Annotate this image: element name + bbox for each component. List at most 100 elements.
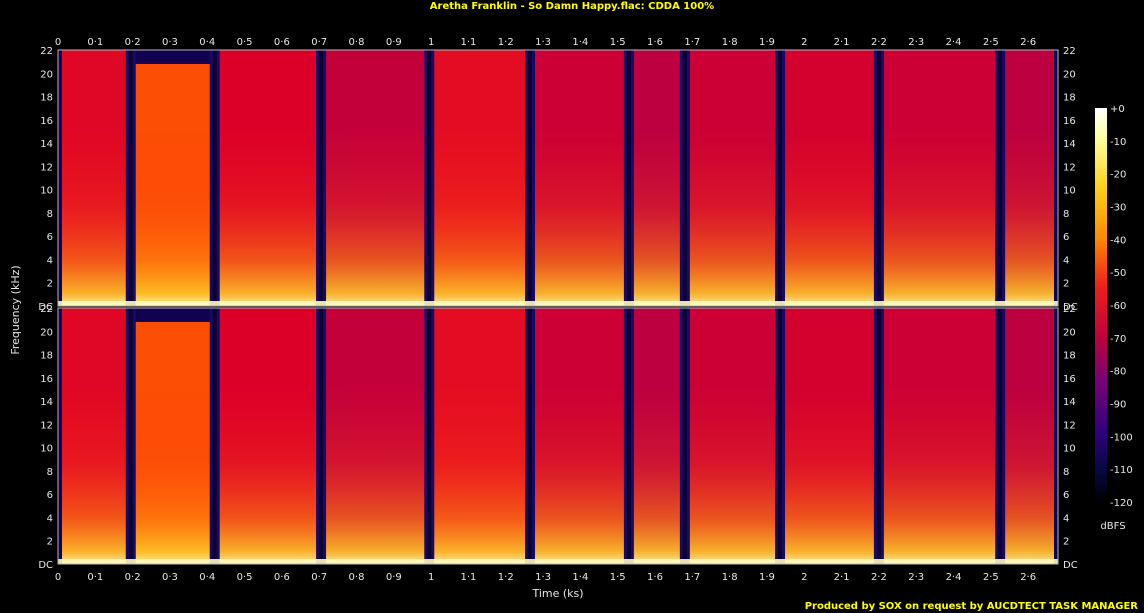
x-tick-label-bottom: 0·2: [125, 572, 141, 583]
segment-6-lowfreq-energy: [534, 50, 625, 306]
y-tick-label-right: 6: [1063, 490, 1069, 501]
y-tick-label-left: DC: [38, 302, 53, 313]
y-tick-label-right: 10: [1063, 186, 1076, 197]
y-tick-label-right: DC: [1063, 302, 1078, 313]
colorbar-tick-label: -100: [1110, 432, 1133, 443]
x-tick-label-bottom: 2·4: [946, 572, 962, 583]
colorbar-tick-label: -90: [1110, 400, 1126, 411]
y-tick-label-right: 6: [1063, 232, 1069, 243]
x-tick-label-bottom: 0·9: [386, 572, 402, 583]
panel-frame: [57, 49, 1059, 307]
colorbar-tick-label: -80: [1110, 367, 1126, 378]
segment-9-lowfreq-energy: [784, 50, 875, 306]
segment-8-lowfreq-energy: [688, 50, 777, 306]
y-tick-label-right: 16: [1063, 374, 1076, 385]
x-tick-label-bottom: 1·8: [722, 572, 738, 583]
track-gap-core-7: [682, 50, 687, 306]
y-tick-label-right: 14: [1063, 139, 1076, 150]
y-tick-label-right: 16: [1063, 116, 1076, 127]
track-gap-core-4: [427, 308, 432, 564]
y-tick-label-left: 16: [40, 116, 53, 127]
x-tick-label-top: 0·7: [311, 37, 327, 48]
y-tick-label-left: 18: [40, 93, 53, 104]
y-tick-label-right: 20: [1063, 69, 1076, 80]
x-tick-label-top: 0·1: [87, 37, 103, 48]
segment-1-lowfreq-energy: [62, 308, 127, 564]
y-tick-label-left: 6: [47, 490, 53, 501]
track-gap-core-4: [427, 50, 432, 306]
x-tick-label-top: 2·6: [1020, 37, 1036, 48]
y-tick-label-right: 2: [1063, 537, 1069, 548]
track-gap-core-2: [212, 50, 217, 306]
x-tick-label-top: 1·8: [722, 37, 738, 48]
y-tick-label-left: 4: [47, 255, 53, 266]
segment-10-lowfreq-energy: [882, 308, 997, 564]
colorbar-tick-label: -70: [1110, 334, 1126, 345]
x-tick-label-top: 0: [55, 37, 61, 48]
x-tick-label-top: 0·5: [237, 37, 253, 48]
track-gap-core-10: [998, 50, 1003, 306]
x-tick-label-bottom: 0·6: [274, 572, 290, 583]
y-tick-label-right: 20: [1063, 327, 1076, 338]
track-gap-core-9: [876, 50, 881, 306]
y-tick-label-right: 10: [1063, 444, 1076, 455]
colorbar-scale: [1095, 108, 1107, 502]
segment-6-lowfreq-energy: [534, 308, 625, 564]
track-gap-core-10: [998, 308, 1003, 564]
x-tick-label-bottom: 1: [428, 572, 434, 583]
segment-11-lowfreq-energy: [1004, 308, 1054, 564]
segment-3-lowfreq-energy: [218, 50, 318, 306]
track-gap-core-3: [319, 308, 324, 564]
track-gap-core-3: [319, 50, 324, 306]
y-tick-label-left: DC: [38, 560, 53, 571]
x-axis-label: Time (ks): [531, 587, 583, 600]
x-tick-label-top: 2·4: [946, 37, 962, 48]
y-tick-label-left: 22: [40, 46, 53, 57]
y-tick-label-right: 22: [1063, 304, 1076, 315]
x-tick-label-bottom: 0·5: [237, 572, 253, 583]
y-tick-label-right: DC: [1063, 560, 1078, 571]
dc-band: [58, 559, 1058, 564]
x-tick-label-bottom: 2·6: [1020, 572, 1036, 583]
y-tick-label-left: 4: [47, 513, 53, 524]
y-axis-label: Frequency (kHz): [9, 265, 22, 354]
x-tick-label-top: 0·4: [199, 37, 215, 48]
x-tick-label-bottom: 1·4: [572, 572, 588, 583]
colorbar-tick-label: -20: [1110, 170, 1126, 181]
x-tick-label-bottom: 0·8: [349, 572, 365, 583]
y-tick-label-left: 20: [40, 69, 53, 80]
y-tick-label-right: 8: [1063, 209, 1069, 220]
x-tick-label-bottom: 2·5: [983, 572, 999, 583]
y-tick-label-right: 4: [1063, 255, 1069, 266]
track-gap-core-8: [778, 308, 783, 564]
channel-2: [57, 307, 1059, 565]
x-tick-label-bottom: 0·1: [87, 572, 103, 583]
segment-9-lowfreq-energy: [784, 308, 875, 564]
x-tick-label-bottom: 2: [801, 572, 807, 583]
colorbar-tick-label: -120: [1110, 498, 1133, 509]
x-tick-label-top: 1·2: [498, 37, 514, 48]
y-tick-label-right: 14: [1063, 397, 1076, 408]
track-gap-core-2: [212, 308, 217, 564]
track-gap-core-1: [128, 308, 133, 564]
y-tick-label-left: 8: [47, 467, 53, 478]
y-tick-label-left: 22: [40, 304, 53, 315]
footer-credit: Produced by SOX on request by AUCDTECT T…: [805, 601, 1139, 612]
x-tick-label-bottom: 1·9: [759, 572, 775, 583]
track-gap-core-8: [778, 50, 783, 306]
x-tick-label-top: 0·8: [349, 37, 365, 48]
segment-7-lowfreq-energy: [632, 308, 681, 564]
colorbar-tick-label: -10: [1110, 137, 1126, 148]
x-tick-label-top: 0·3: [162, 37, 178, 48]
y-tick-label-left: 18: [40, 351, 53, 362]
x-axis-bottom: 0 0·1 0·2 0·3 0·4 0·5 0·6 0·7 0·8 0·9 1 1·1 1·2 1·3 1·…: [55, 572, 1036, 583]
y-tick-label-left: 2: [47, 279, 53, 290]
y-tick-label-right: 4: [1063, 513, 1069, 524]
x-tick-label-bottom: 2·1: [834, 572, 850, 583]
segment-2-lowfreq-energy: [134, 308, 211, 564]
x-tick-label-bottom: 0·3: [162, 572, 178, 583]
x-tick-label-top: 0·6: [274, 37, 290, 48]
colorbar-tick-label: -110: [1110, 465, 1133, 476]
channel-panels: [57, 49, 1059, 565]
